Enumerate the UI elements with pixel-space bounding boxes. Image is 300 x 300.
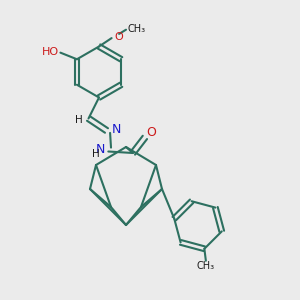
Text: N: N — [111, 123, 121, 136]
Text: CH₃: CH₃ — [197, 261, 215, 271]
Text: HO: HO — [42, 47, 59, 57]
Text: H: H — [92, 149, 100, 159]
Text: O: O — [115, 32, 124, 42]
Text: H: H — [75, 115, 83, 125]
Text: N: N — [96, 142, 105, 156]
Text: O: O — [146, 126, 156, 139]
Text: CH₃: CH₃ — [127, 23, 145, 34]
